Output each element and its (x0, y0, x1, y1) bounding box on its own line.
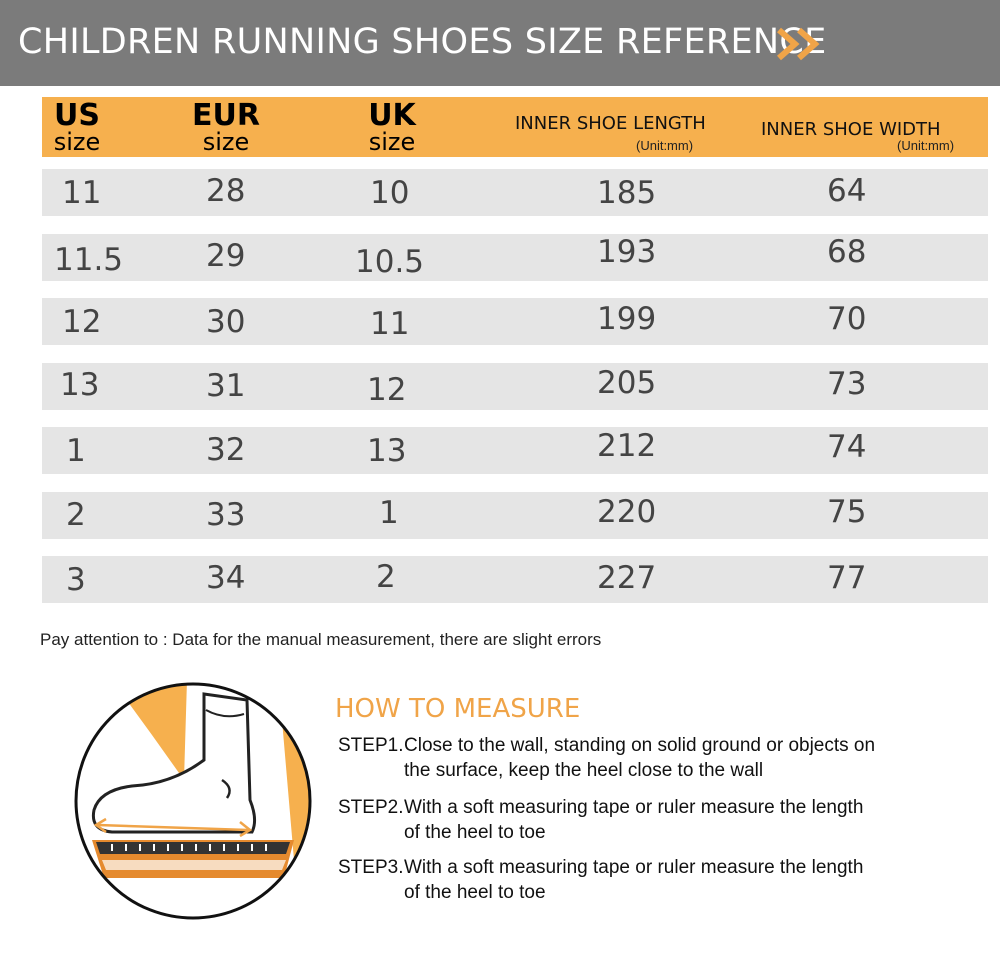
step-text: With a soft measuring tape or ruler meas… (404, 797, 864, 818)
inner-length-header: INNER SHOE LENGTH (515, 113, 706, 134)
eur-size-cell: 28 (206, 173, 246, 209)
how-to-measure-title: HOW TO MEASURE (335, 694, 581, 724)
step-label: STEP2. (338, 797, 404, 818)
us-size-cell: 11 (62, 175, 102, 211)
table-row: 13 31 12 205 73 (42, 363, 988, 410)
inner-length-cell: 193 (597, 234, 657, 270)
us-header-sublabel: size (53, 128, 101, 156)
table-row: 3 34 2 227 77 (42, 556, 988, 603)
inner-width-cell: 64 (827, 173, 867, 209)
inner-width-cell: 68 (827, 234, 867, 270)
inner-length-unit: (Unit:mm) (636, 138, 694, 153)
uk-size-cell: 11 (370, 306, 410, 342)
eur-size-cell: 34 (206, 560, 246, 596)
uk-header-label: UK (368, 98, 416, 133)
inner-length-cell: 220 (597, 494, 657, 530)
us-size-cell: 3 (66, 562, 86, 598)
uk-size-header: UK size (352, 97, 432, 157)
inner-width-cell: 73 (827, 366, 867, 402)
inner-width-cell: 75 (827, 494, 867, 530)
table-row: 11 28 10 185 64 (42, 169, 988, 216)
measurement-note: Pay attention to : Data for the manual m… (40, 630, 602, 649)
step-text: the surface, keep the heel close to the … (404, 760, 764, 781)
eur-size-cell: 29 (206, 238, 246, 274)
eur-size-header: EUR size (180, 97, 272, 157)
inner-length-cell: 199 (597, 301, 657, 337)
uk-size-cell: 1 (379, 495, 399, 531)
uk-header-sublabel: size (368, 128, 416, 156)
us-size-cell: 2 (66, 497, 86, 533)
inner-length-cell: 185 (597, 175, 657, 211)
page-title: CHILDREN RUNNING SHOES SIZE REFERENCE (18, 22, 827, 62)
table-row: 2 33 1 220 75 (42, 492, 988, 539)
table-header: US size EUR size UK size INNER SHOE LENG… (42, 97, 988, 157)
table-row: 1 32 13 212 74 (42, 427, 988, 474)
inner-length-cell: 212 (597, 428, 657, 464)
step-label: STEP3. (338, 857, 404, 878)
eur-size-cell: 30 (206, 304, 246, 340)
inner-width-cell: 70 (827, 301, 867, 337)
inner-length-cell: 227 (597, 560, 657, 596)
uk-size-cell: 10 (370, 175, 410, 211)
double-chevron-right-icon (777, 27, 820, 61)
us-header-label: US (54, 98, 100, 133)
us-size-cell: 1 (66, 433, 86, 469)
foot-measurement-icon (74, 682, 312, 920)
inner-width-cell: 74 (827, 429, 867, 465)
us-size-cell: 11.5 (54, 242, 124, 278)
uk-size-cell: 2 (376, 559, 396, 595)
step-text: of the heel to toe (404, 822, 546, 843)
inner-width-cell: 77 (827, 560, 867, 596)
eur-size-cell: 32 (206, 432, 246, 468)
eur-size-cell: 33 (206, 497, 246, 533)
us-size-cell: 12 (62, 304, 102, 340)
step-label: STEP1. (338, 735, 404, 756)
inner-width-header: INNER SHOE WIDTH (761, 119, 941, 140)
step-text: Close to the wall, standing on solid gro… (404, 735, 876, 756)
us-size-header: US size (42, 97, 112, 157)
table-row: 12 30 11 199 70 (42, 298, 988, 345)
uk-size-cell: 13 (367, 433, 407, 469)
step-text: of the heel to toe (404, 882, 546, 903)
eur-size-cell: 31 (206, 368, 246, 404)
inner-length-cell: 205 (597, 365, 657, 401)
eur-header-label: EUR (192, 98, 260, 133)
uk-size-cell: 10.5 (355, 244, 425, 280)
uk-size-cell: 12 (367, 372, 407, 408)
inner-width-unit: (Unit:mm) (897, 138, 955, 153)
table-row: 11.5 29 10.5 193 68 (42, 234, 988, 281)
step-text: With a soft measuring tape or ruler meas… (404, 857, 864, 878)
title-banner: CHILDREN RUNNING SHOES SIZE REFERENCE (0, 0, 1000, 86)
eur-header-sublabel: size (202, 128, 250, 156)
us-size-cell: 13 (60, 367, 100, 403)
